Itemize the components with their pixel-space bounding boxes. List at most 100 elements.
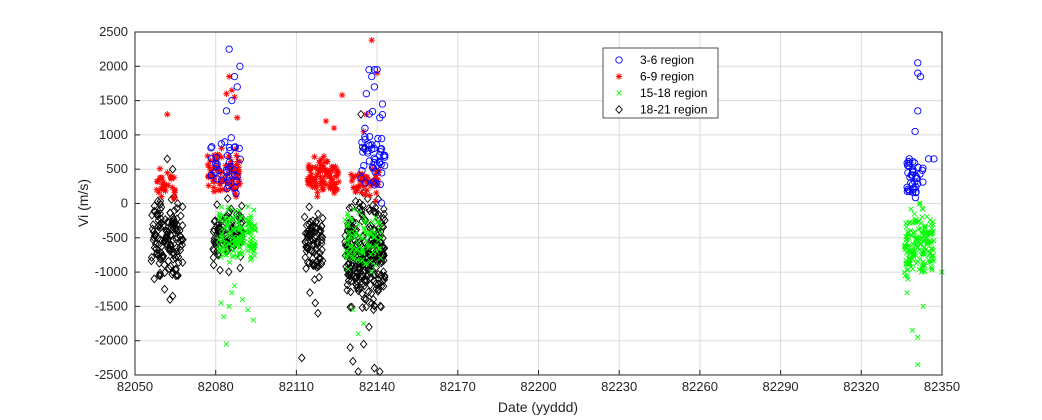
x-tick-label: 82260: [682, 379, 718, 394]
data-point: [370, 83, 379, 91]
data-point: [316, 248, 324, 258]
data-point: [214, 220, 223, 230]
data-point: [361, 135, 369, 144]
data-point: [365, 206, 374, 216]
data-point: [308, 258, 317, 268]
axis-ticks: 82050 82080 82110 82140 82170 82200 82230 82260…: [95, 24, 960, 394]
data-point: [311, 153, 318, 161]
data-point: [363, 187, 371, 194]
data-point: [915, 334, 921, 340]
data-point: [156, 254, 165, 264]
data-point: [235, 144, 243, 153]
data-point: [335, 178, 342, 186]
x-tick-label: 82290: [763, 379, 799, 394]
data-point: [326, 173, 333, 180]
data-point: [231, 253, 237, 259]
data-point: [225, 177, 233, 185]
data-point: [214, 187, 222, 194]
data-point: [374, 286, 382, 296]
legend-marker: [616, 90, 622, 96]
data-point: [236, 62, 244, 70]
data-point: [365, 322, 373, 332]
x-tick-label: 82230: [601, 379, 637, 394]
data-point: [231, 166, 238, 173]
data-point: [216, 248, 223, 255]
data-point: [164, 169, 171, 176]
data-point: [367, 178, 375, 185]
x-tick-label: 82050: [117, 379, 153, 394]
data-point: [320, 162, 327, 170]
data-point: [921, 238, 927, 245]
data-point: [354, 286, 363, 296]
data-point: [233, 152, 240, 159]
data-point: [362, 253, 370, 263]
data-point: [907, 219, 913, 225]
data-point: [369, 165, 376, 173]
data-point: [373, 169, 381, 176]
data-point: [328, 167, 336, 175]
data-point: [161, 233, 170, 243]
data-point: [331, 189, 338, 197]
data-point: [321, 173, 328, 180]
data-point: [361, 214, 367, 220]
data-point: [366, 242, 373, 249]
data-point: [225, 45, 233, 53]
data-point: [349, 174, 357, 181]
data-point: [924, 213, 930, 220]
data-point: [929, 267, 935, 273]
data-point: [903, 260, 909, 266]
data-point: [368, 141, 376, 149]
data-point: [160, 284, 169, 294]
data-point: [237, 244, 243, 251]
data-point: [207, 154, 216, 163]
data-point: [346, 268, 354, 278]
data-point: [378, 218, 386, 228]
series-3-6-region: [207, 45, 938, 207]
data-point: [207, 171, 216, 179]
data-point: [926, 240, 932, 247]
data-point: [318, 213, 327, 223]
data-point: [218, 254, 224, 260]
data-point: [217, 140, 225, 148]
data-point: [355, 198, 364, 208]
data-point: [247, 215, 254, 222]
data-point: [239, 296, 246, 303]
data-point: [377, 255, 384, 261]
data-point: [218, 178, 225, 185]
data-point: [231, 208, 238, 214]
data-point: [314, 189, 321, 196]
data-point: [316, 159, 323, 166]
data-point: [154, 250, 163, 260]
data-point: [914, 59, 922, 67]
data-point: [374, 219, 380, 226]
data-point: [359, 278, 367, 288]
data-point: [216, 265, 224, 275]
data-point: [163, 154, 172, 164]
data-point: [226, 259, 233, 266]
data-point: [207, 157, 214, 165]
data-point: [313, 173, 320, 180]
data-point: [359, 339, 368, 349]
data-point: [157, 202, 166, 212]
y-tick-label: 1000: [99, 127, 128, 142]
data-point: [218, 204, 225, 210]
data-point: [321, 158, 328, 166]
data-point: [346, 343, 354, 353]
data-point: [373, 214, 379, 221]
data-point: [317, 221, 326, 231]
data-point: [365, 110, 373, 118]
data-point: [361, 215, 370, 225]
data-point: [216, 210, 223, 217]
data-point: [377, 245, 383, 251]
legend-label: 15-18 region: [640, 86, 707, 100]
data-point: [359, 201, 367, 211]
data-point: [177, 211, 185, 221]
data-point: [919, 178, 927, 186]
data-point: [366, 220, 375, 230]
data-point: [377, 160, 385, 169]
data-point: [908, 232, 915, 239]
data-point: [210, 164, 218, 171]
data-point: [364, 149, 372, 157]
data-point: [233, 161, 240, 168]
data-point: [232, 190, 239, 197]
